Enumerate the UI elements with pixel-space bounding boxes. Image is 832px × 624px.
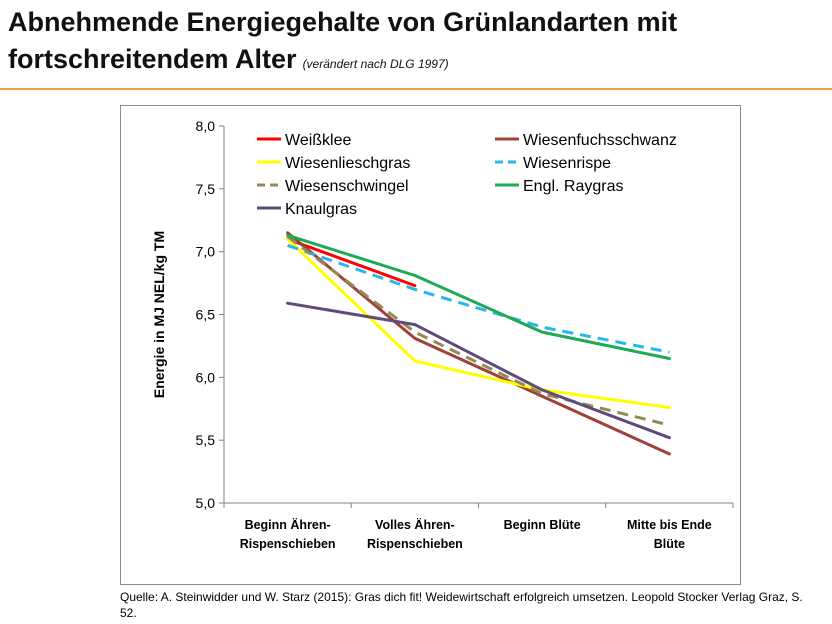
title-line-2: fortschreitendem Alter	[8, 44, 297, 74]
series-line-wiesenlieschgras	[286, 237, 671, 409]
title-line-1: Abnehmende Energiegehalte von Grünlandar…	[8, 7, 678, 37]
x-tick-label: Volles Ähren-Rispenschieben	[367, 517, 463, 551]
title-source: (verändert nach DLG 1997)	[302, 57, 449, 71]
y-tick-label: 5,0	[196, 495, 216, 511]
legend-label: Wiesenlieschgras	[285, 155, 410, 172]
chart-frame: 8,0 7,5 7,0 6,5 6,0 5,5 5,0 Beginn Ähren-Rispen…	[120, 105, 741, 585]
slide-title: Abnehmende Energiegehalte von Grünlandar…	[8, 4, 828, 83]
x-tick-label: Mitte bis Ende Blüte	[627, 518, 712, 551]
series-line-engl-raygras	[286, 233, 671, 360]
legend-label: Wiesenfuchsschwanz	[523, 132, 677, 149]
legend-label: Wiesenschwingel	[285, 178, 409, 195]
legend-label: Knaulgras	[285, 201, 357, 218]
legend-label: Wiesenrispe	[523, 155, 611, 172]
title-divider	[0, 88, 832, 90]
y-tick-label: 5,5	[196, 432, 216, 448]
legend-label: Engl. Raygras	[523, 178, 624, 195]
y-tick-label: 6,0	[196, 369, 216, 385]
x-tick-label: Beginn Blüte	[504, 518, 581, 532]
y-axis-label: Energie in MJ NEL/kg TM	[151, 231, 167, 398]
x-tick-label: Beginn Ähren-Rispenschieben	[240, 517, 336, 551]
y-tick-label: 7,0	[196, 244, 216, 260]
source-caption: Quelle: A. Steinwidder und W. Starz (201…	[120, 590, 803, 620]
y-tick-label: 7,5	[196, 181, 216, 197]
title-line-2-wrap: fortschreitendem Alter (verändert nach DL…	[8, 41, 828, 83]
series-line-weißklee	[286, 237, 417, 288]
series-line-wiesenschwingel	[286, 235, 670, 427]
series-line-wiesenrispe	[287, 243, 670, 354]
y-tick-label: 6,5	[196, 307, 216, 323]
series-line-knaulgras	[286, 301, 671, 440]
y-tick-label: 8,0	[196, 118, 216, 134]
line-chart: 8,0 7,5 7,0 6,5 6,0 5,5 5,0 Beginn Ähren-Rispen…	[151, 118, 734, 551]
legend-label: Weißklee	[285, 132, 351, 149]
